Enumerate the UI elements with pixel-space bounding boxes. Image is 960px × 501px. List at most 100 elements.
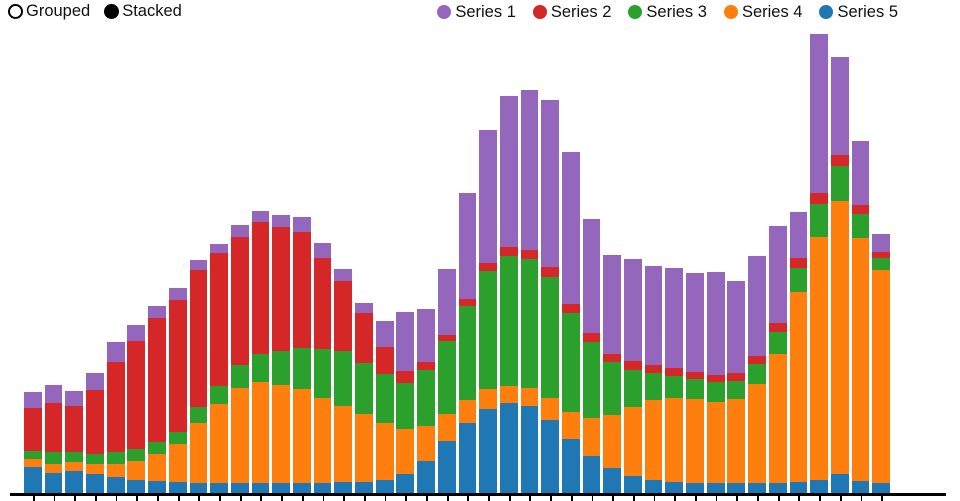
bar-segment (168, 481, 187, 494)
bar-column[interactable] (603, 254, 622, 494)
bar-column[interactable] (686, 273, 704, 494)
x-axis-tick (322, 495, 325, 501)
bar-segment (210, 404, 228, 484)
bar-column[interactable] (810, 34, 829, 494)
bar-segment (479, 129, 497, 264)
bar-column[interactable] (499, 95, 518, 494)
bar-column[interactable] (189, 260, 208, 494)
bar-column[interactable] (768, 226, 787, 494)
bar-segment (499, 255, 518, 387)
bar-column[interactable] (458, 192, 477, 494)
legend-label: Series 1 (455, 3, 516, 21)
bar-column[interactable] (644, 266, 663, 494)
bar-column[interactable] (375, 320, 394, 494)
bar-column[interactable] (65, 390, 84, 494)
bar-column[interactable] (582, 219, 601, 494)
legend-item-1[interactable]: Series 1 (437, 4, 516, 21)
bar-column[interactable] (313, 242, 332, 494)
bar-column[interactable] (665, 267, 684, 494)
bar-column[interactable] (541, 100, 560, 494)
legend-item-3[interactable]: Series 3 (628, 4, 707, 21)
bar-column[interactable] (127, 324, 146, 494)
bar-segment (65, 471, 84, 494)
x-axis-tick (281, 495, 283, 501)
x-axis-line (10, 493, 946, 496)
legend-item-2[interactable]: Series 2 (532, 4, 611, 21)
bar-segment (417, 460, 435, 494)
legend-item-5[interactable]: Series 5 (819, 4, 898, 21)
bar-segment (210, 483, 228, 494)
radio-option-grouped[interactable]: Grouped (8, 3, 90, 20)
bar-segment (665, 368, 684, 376)
x-axis-tick (508, 495, 511, 501)
bar-segment (375, 374, 394, 423)
bar-segment (830, 155, 849, 167)
bar-segment (437, 340, 456, 414)
bar-segment (582, 342, 601, 419)
bar-column[interactable] (748, 255, 766, 494)
bar-segment (106, 342, 125, 362)
bar-segment (230, 364, 249, 388)
bar-column[interactable] (44, 384, 63, 494)
radio-option-stacked[interactable]: Stacked (104, 3, 182, 20)
bar-segment (541, 398, 560, 420)
legend-item-4[interactable]: Series 4 (723, 4, 802, 21)
bar-column[interactable] (561, 152, 580, 494)
bar-column[interactable] (437, 269, 456, 494)
bar-segment (706, 374, 725, 383)
bar-segment (665, 375, 684, 399)
bar-column[interactable] (830, 56, 849, 494)
x-axis-tick (94, 495, 97, 501)
bar-column[interactable] (624, 259, 642, 494)
bar-column[interactable] (334, 269, 353, 494)
bar-segment (727, 399, 746, 483)
bar-column[interactable] (727, 280, 746, 494)
bar-segment (582, 456, 601, 494)
bar-column[interactable] (251, 210, 270, 494)
bar-segment (251, 483, 270, 494)
bar-segment (127, 461, 146, 480)
bar-segment (148, 453, 166, 482)
bar-column[interactable] (789, 212, 808, 494)
radio-circle-icon[interactable] (8, 3, 23, 19)
bar-segment (644, 372, 663, 400)
bar-column[interactable] (230, 225, 249, 494)
bar-column[interactable] (479, 129, 497, 494)
bar-column[interactable] (272, 214, 291, 494)
bar-column[interactable] (520, 90, 539, 494)
bar-segment (830, 56, 849, 156)
bar-segment (86, 453, 104, 464)
bar-segment (644, 480, 663, 494)
x-axis-tick (363, 495, 366, 501)
bar-column[interactable] (872, 233, 891, 494)
bar-column[interactable] (24, 391, 42, 494)
bar-segment (230, 483, 249, 494)
x-axis-tick (839, 495, 842, 501)
bar-segment (872, 257, 891, 271)
x-axis-tick (591, 495, 594, 501)
radio-circle-filled-icon[interactable] (104, 3, 120, 19)
bar-column[interactable] (355, 302, 373, 494)
bar-column[interactable] (396, 311, 415, 494)
bar-column[interactable] (86, 373, 104, 494)
bar-column[interactable] (851, 141, 870, 494)
bar-segment (686, 399, 704, 483)
bar-segment (24, 391, 42, 409)
chart-mode-radio-group[interactable]: Grouped Stacked (8, 3, 182, 20)
bar-column[interactable] (210, 244, 228, 494)
bar-segment (334, 269, 353, 282)
bar-column[interactable] (148, 305, 166, 494)
bar-column[interactable] (417, 308, 435, 494)
bar-column[interactable] (706, 271, 725, 494)
bar-segment (851, 238, 870, 482)
bar-column[interactable] (106, 342, 125, 494)
bar-segment (706, 402, 725, 483)
bar-segment (272, 351, 291, 385)
bar-segment (706, 271, 725, 375)
bar-segment (44, 451, 63, 464)
bar-column[interactable] (168, 288, 187, 494)
bar-column[interactable] (292, 216, 311, 494)
bar-segment (65, 462, 84, 472)
